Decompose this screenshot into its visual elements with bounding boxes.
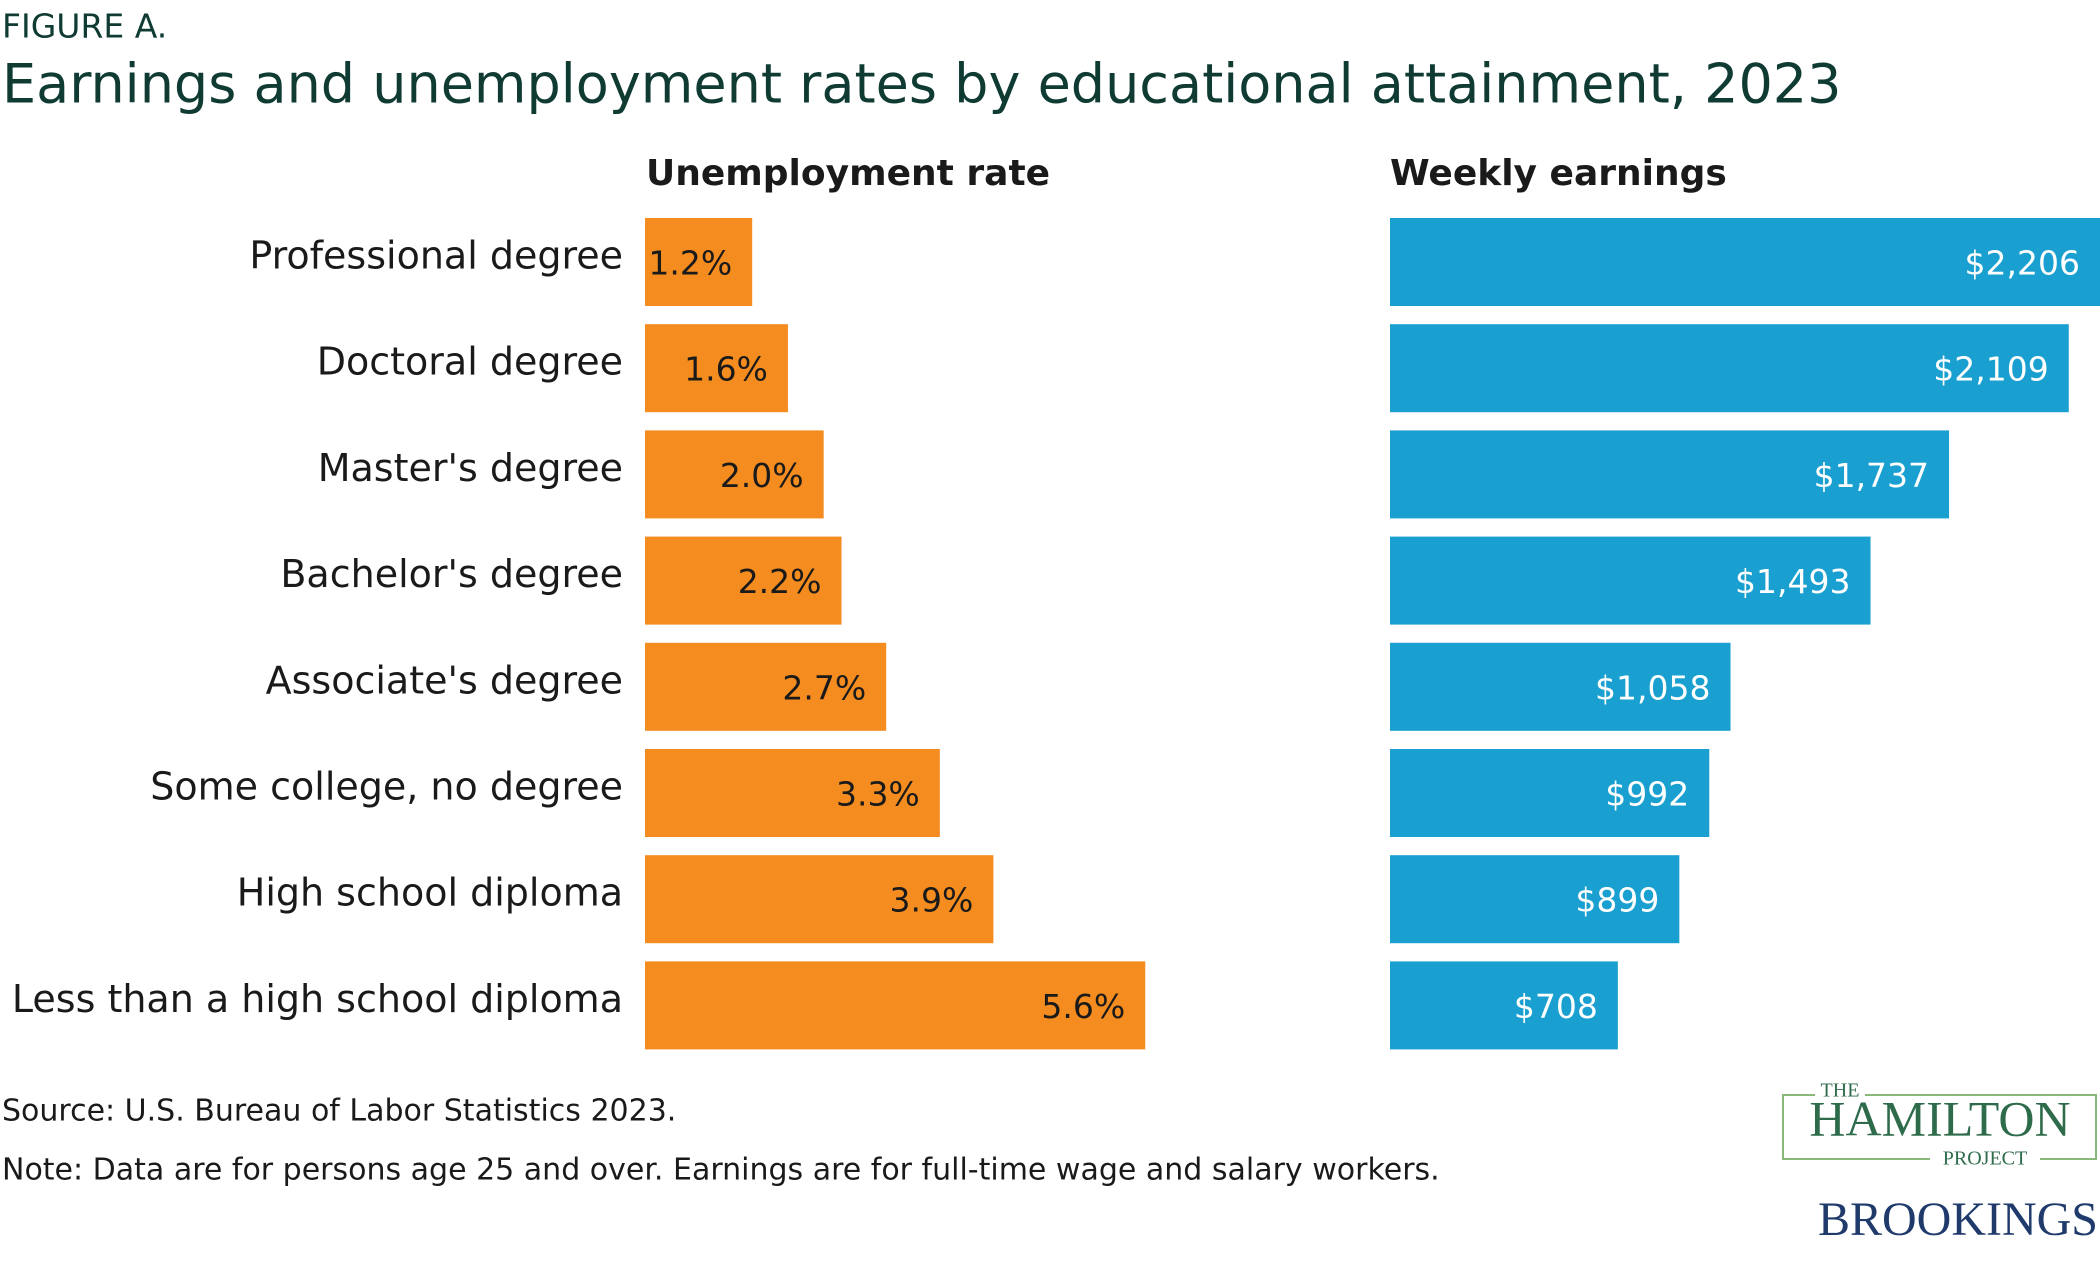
value-label: 2.0% xyxy=(720,456,804,495)
logo-top: THE xyxy=(1821,1080,1860,1102)
value-label: $1,737 xyxy=(1814,456,1929,495)
bar xyxy=(645,855,994,944)
bar xyxy=(645,218,753,306)
bar xyxy=(645,642,887,731)
value-label: 2.7% xyxy=(782,668,866,707)
bar xyxy=(645,536,842,625)
bar xyxy=(1390,324,2069,413)
source: Source: U.S. Bureau of Labor Statistics … xyxy=(2,1094,676,1129)
category-label: Less than a high school diploma xyxy=(12,977,623,1021)
value-label: $992 xyxy=(1605,775,1689,814)
value-label: 5.6% xyxy=(1041,987,1125,1026)
value-label: $899 xyxy=(1575,881,1659,920)
category-label: Some college, no degree xyxy=(150,765,623,809)
note: Note: Data are for persons age 25 and ov… xyxy=(2,1153,1440,1188)
panel-title: Weekly earnings xyxy=(1390,153,1727,194)
value-label: $2,109 xyxy=(1933,350,2048,389)
bar xyxy=(1390,430,1950,519)
value-label: 1.2% xyxy=(648,244,732,283)
logo-gap xyxy=(1815,1080,1865,1102)
bar xyxy=(645,749,940,837)
value-label: 2.2% xyxy=(738,562,822,601)
logo-name: HAMILTON xyxy=(1809,1090,2070,1146)
value-label: $2,206 xyxy=(1965,244,2080,283)
value-label: $708 xyxy=(1514,987,1598,1026)
logo-bottom: PROJECT xyxy=(1943,1148,2027,1170)
logo-gap xyxy=(1930,1150,2040,1172)
bar xyxy=(1390,855,1680,944)
bar xyxy=(645,430,824,519)
bar xyxy=(645,961,1146,1050)
category-label: Master's degree xyxy=(318,446,623,490)
bar xyxy=(645,324,788,413)
chart-title: Earnings and unemployment rates by educa… xyxy=(2,53,1842,116)
category-label: High school diploma xyxy=(237,871,623,915)
value-label: 3.3% xyxy=(836,775,920,814)
category-label: Associate's degree xyxy=(266,658,623,702)
logo-org: BROOKINGS xyxy=(1818,1193,2098,1246)
category-label: Professional degree xyxy=(249,234,623,278)
figure-label: FIGURE A. xyxy=(2,7,167,46)
bar xyxy=(1390,536,1871,625)
value-label: $1,058 xyxy=(1595,668,1710,707)
panel-title: Unemployment rate xyxy=(646,153,1050,194)
bar xyxy=(1390,961,1618,1050)
value-label: 3.9% xyxy=(890,881,974,920)
bar xyxy=(1390,642,1731,731)
category-label: Bachelor's degree xyxy=(280,552,623,596)
category-label: Doctoral degree xyxy=(317,340,623,384)
value-label: 1.6% xyxy=(684,350,768,389)
logo: THE HAMILTON PROJECT BROOKINGS xyxy=(1782,1080,2098,1246)
bar xyxy=(1390,218,2100,306)
bar xyxy=(1390,749,1710,837)
value-label: $1,493 xyxy=(1735,562,1850,601)
